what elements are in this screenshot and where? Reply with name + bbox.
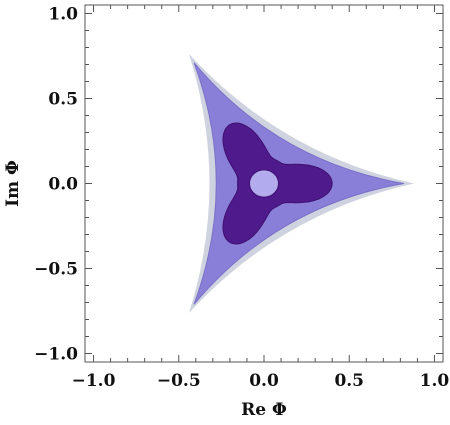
x-axis-label: Re Φ — [241, 400, 287, 420]
y-tick-label: −0.5 — [34, 260, 78, 280]
x-tick-label: 0.5 — [334, 371, 364, 391]
y-tick-label: 0.5 — [48, 90, 78, 110]
y-tick-label: 1.0 — [48, 5, 78, 25]
regions-layer — [189, 54, 414, 313]
y-tick-labels: −1.0 −0.5 0.0 0.5 1.0 — [34, 5, 78, 365]
x-tick-label: 1.0 — [420, 371, 450, 391]
y-tick-label: 0.0 — [48, 175, 78, 195]
x-tick-label: −1.0 — [72, 371, 116, 391]
x-tick-label: 0.0 — [249, 371, 279, 391]
y-axis-label: Im Φ — [3, 160, 23, 207]
x-tick-label: −0.5 — [157, 371, 201, 391]
x-tick-labels: −1.0 −0.5 0.0 0.5 1.0 — [72, 371, 450, 391]
ticks-layer — [85, 5, 443, 362]
center-hole-region — [249, 169, 279, 198]
y-tick-label: −1.0 — [34, 345, 78, 365]
